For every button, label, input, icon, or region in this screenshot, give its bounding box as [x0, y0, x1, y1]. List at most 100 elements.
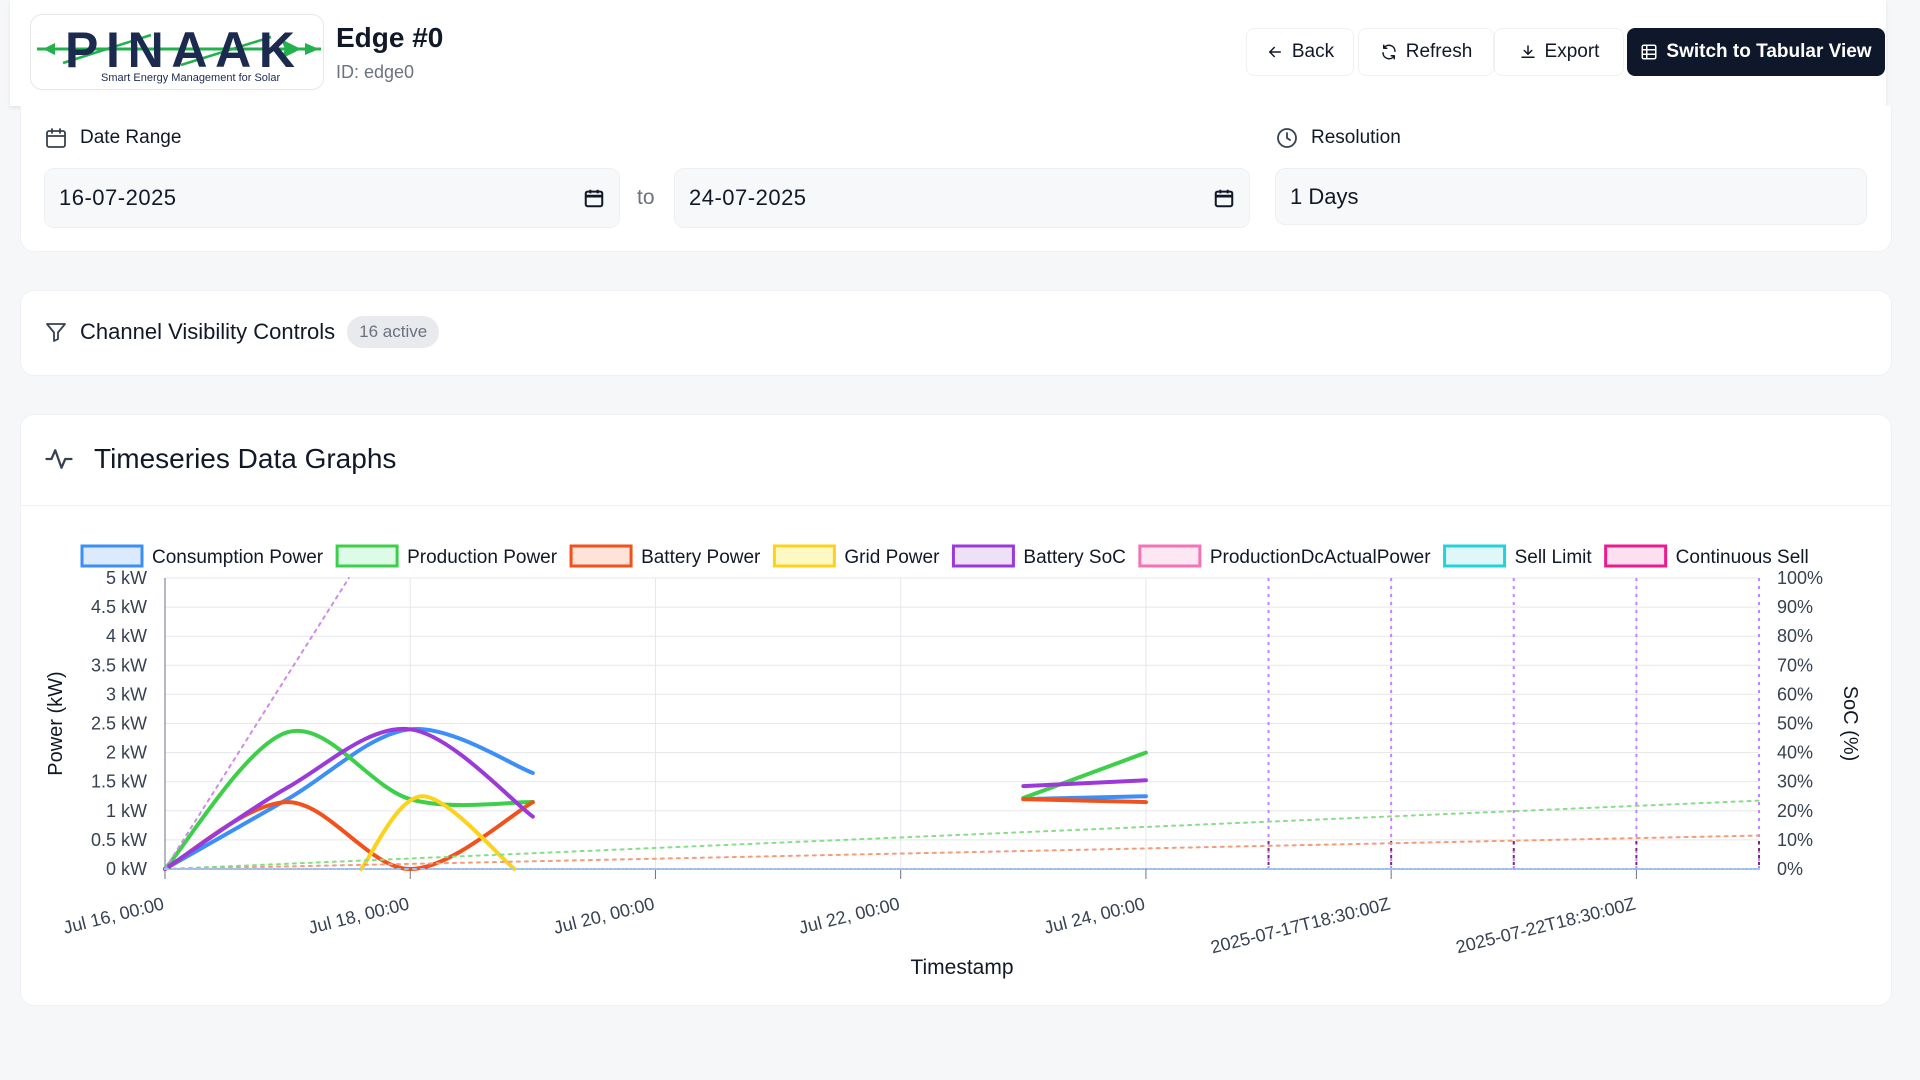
y-tick-label: 2.5 kW — [91, 714, 147, 734]
y-tick-label: 3 kW — [106, 684, 147, 704]
x-tick-label: 2025-07-17T18:30:00Z — [1209, 893, 1393, 957]
legend-label: ProductionDcActualPower — [1210, 547, 1431, 568]
y2-tick-label: 100% — [1777, 568, 1823, 588]
series-line-battery-soc — [1021, 778, 1148, 789]
y2-tick-label: 90% — [1777, 597, 1813, 617]
legend-swatch — [80, 544, 144, 568]
series-line-production-power — [1021, 750, 1148, 800]
start-date-value: 16-07-2025 — [59, 185, 177, 210]
arrow-left-icon — [1268, 46, 1281, 58]
end-date-input[interactable]: 24-07-2025 — [674, 168, 1250, 228]
calendar-icon — [46, 128, 66, 148]
resolution-heading: Resolution — [1275, 126, 1401, 150]
end-date-value: 24-07-2025 — [689, 185, 807, 210]
back-button[interactable]: Back — [1246, 28, 1354, 76]
x-tick-label: Jul 20, 00:00 — [552, 893, 657, 937]
legend-label: Grid Power — [844, 547, 940, 568]
logo-tagline: Smart Energy Management for Solar — [101, 72, 280, 84]
y-tick-label: 5 kW — [106, 568, 147, 588]
series-line-soc-trend — [164, 577, 350, 870]
activity-icon — [45, 449, 73, 469]
top-header: PINAAK Smart Energy Management for Solar… — [10, 0, 1886, 106]
y2-tick-label: 70% — [1777, 655, 1813, 675]
legend-swatch — [335, 544, 399, 568]
y2-tick-label: 50% — [1777, 714, 1813, 734]
date-range-label: Date Range — [80, 127, 182, 148]
to-separator: to — [637, 186, 655, 209]
y2-axis-title: SoC (%) — [1839, 686, 1861, 762]
y-axis-title: Power (kW) — [45, 671, 67, 775]
y-tick-label: 1 kW — [106, 801, 147, 821]
x-tick-label: Jul 24, 00:00 — [1042, 893, 1147, 937]
resolution-label: Resolution — [1311, 127, 1401, 148]
series-line-grid-power — [359, 794, 517, 871]
legend-label: Sell Limit — [1515, 547, 1593, 568]
y2-tick-label: 10% — [1777, 830, 1813, 850]
y2-tick-label: 30% — [1777, 772, 1813, 792]
legend-swatch — [569, 544, 633, 568]
x-tick-label: Jul 18, 00:00 — [306, 893, 411, 937]
series-line-battery-trend — [164, 834, 1760, 870]
tabular-label: Switch to Tabular View — [1666, 41, 1872, 62]
graphs-divider — [20, 505, 1892, 506]
graphs-heading: Timeseries Data Graphs — [44, 443, 396, 475]
edge-id-text: ID: edge0 — [336, 62, 415, 82]
page-title: Edge #0 — [336, 22, 444, 53]
calendar-picker-icon[interactable] — [1213, 187, 1235, 209]
active-count-badge: 16 active — [347, 316, 440, 348]
channel-visibility-heading[interactable]: Channel Visibility Controls 16 active — [44, 316, 440, 348]
switch-tabular-button[interactable]: Switch to Tabular View — [1627, 28, 1885, 76]
series-line-battery-soc — [163, 726, 535, 871]
legend-label: Battery Power — [641, 547, 761, 568]
date-range-heading: Date Range — [44, 126, 181, 150]
y2-tick-label: 80% — [1777, 626, 1813, 646]
y-tick-label: 0 kW — [106, 859, 147, 879]
channel-visibility-title: Channel Visibility Controls — [80, 319, 336, 344]
calendar-picker-icon[interactable] — [583, 187, 605, 209]
refresh-label: Refresh — [1405, 41, 1473, 62]
legend-swatch — [951, 544, 1015, 568]
y2-tick-label: 60% — [1777, 684, 1813, 704]
back-label: Back — [1291, 41, 1335, 62]
legend-label: Battery SoC — [1023, 547, 1125, 568]
export-button[interactable]: Export — [1494, 28, 1624, 76]
channel-visibility-card[interactable] — [20, 290, 1892, 376]
x-tick-label: Jul 22, 00:00 — [797, 893, 902, 937]
y-tick-label: 4 kW — [106, 626, 147, 646]
table-icon — [1641, 44, 1657, 60]
legend-swatch — [1604, 544, 1668, 568]
clock-icon — [1277, 128, 1297, 148]
refresh-icon — [1381, 44, 1396, 60]
graphs-title: Timeseries Data Graphs — [94, 443, 397, 474]
resolution-select[interactable]: 1 Days — [1275, 168, 1867, 225]
brand-logo[interactable]: PINAAK Smart Energy Management for Solar — [30, 14, 324, 90]
x-tick-label: Jul 16, 00:00 — [61, 893, 166, 937]
series-line-battery-power — [1021, 797, 1148, 805]
legend-swatch — [1443, 544, 1507, 568]
y-tick-label: 2 kW — [106, 743, 147, 763]
y-tick-label: 0.5 kW — [91, 830, 147, 850]
y2-tick-label: 0% — [1777, 859, 1803, 879]
download-icon — [1520, 45, 1535, 58]
refresh-button[interactable]: Refresh — [1358, 28, 1494, 76]
export-label: Export — [1544, 41, 1600, 62]
start-date-input[interactable]: 16-07-2025 — [44, 168, 620, 228]
y2-tick-label: 40% — [1777, 743, 1813, 763]
y-tick-label: 1.5 kW — [91, 772, 147, 792]
legend-label: Continuous Sell — [1676, 547, 1809, 568]
legend-swatch — [1138, 544, 1202, 568]
resolution-value: 1 Days — [1290, 183, 1359, 209]
x-axis-title: Timestamp — [910, 956, 1013, 979]
series-line-production-power — [163, 728, 535, 871]
legend-label: Consumption Power — [152, 547, 324, 568]
y-tick-label: 4.5 kW — [91, 597, 147, 617]
x-tick-label: 2025-07-22T18:30:00Z — [1454, 893, 1638, 957]
legend-label: Production Power — [407, 547, 558, 568]
graphs-card — [20, 414, 1892, 1006]
y-tick-label: 3.5 kW — [91, 655, 147, 675]
legend-swatch — [772, 544, 836, 568]
y2-tick-label: 20% — [1777, 801, 1813, 821]
series-line-production-trend — [164, 799, 1760, 870]
logo-graphic: PINAAK Smart Energy Management for Solar — [37, 22, 321, 84]
